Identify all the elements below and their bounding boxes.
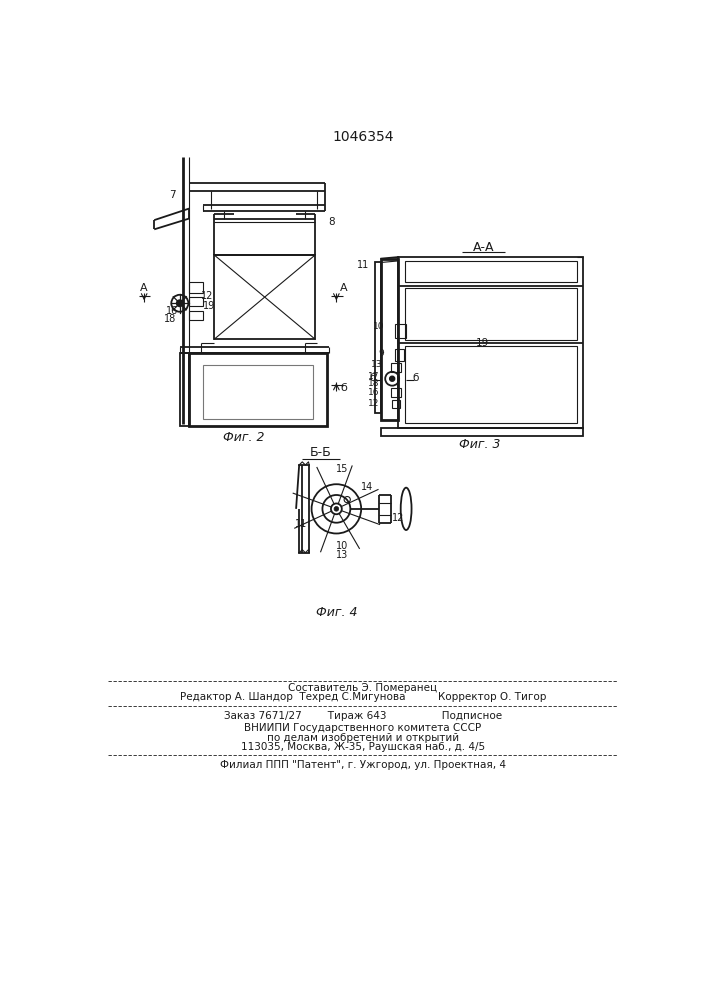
Text: 9: 9 xyxy=(379,349,385,358)
Circle shape xyxy=(390,376,395,381)
Bar xyxy=(392,400,400,408)
Text: 7: 7 xyxy=(169,190,175,200)
Bar xyxy=(381,428,583,436)
Bar xyxy=(203,365,313,419)
Text: 18: 18 xyxy=(163,314,176,324)
Text: 16: 16 xyxy=(368,388,380,397)
Text: Филиал ППП "Патент", г. Ужгород, ул. Проектная, 4: Филиал ППП "Патент", г. Ужгород, ул. Про… xyxy=(220,760,506,770)
Text: по делам изобретений и открытий: по делам изобретений и открытий xyxy=(267,733,459,743)
Text: 1046354: 1046354 xyxy=(332,130,394,144)
Bar xyxy=(395,349,404,361)
Text: 10: 10 xyxy=(337,541,349,551)
Text: Фиг. 4: Фиг. 4 xyxy=(315,606,357,619)
Text: А: А xyxy=(141,283,148,293)
Bar xyxy=(398,257,583,428)
Text: 18: 18 xyxy=(368,379,380,388)
Text: А-А: А-А xyxy=(473,241,494,254)
Bar xyxy=(189,311,203,320)
Bar xyxy=(189,353,327,426)
Text: 17: 17 xyxy=(368,372,380,381)
Text: 19: 19 xyxy=(203,301,216,311)
Text: 10: 10 xyxy=(373,322,385,331)
Bar xyxy=(214,255,315,339)
Text: 13: 13 xyxy=(371,360,383,369)
Text: 11: 11 xyxy=(295,519,307,529)
Bar xyxy=(189,282,203,293)
Text: Фиг. 3: Фиг. 3 xyxy=(459,438,501,451)
Text: Б-Б: Б-Б xyxy=(310,446,332,459)
Bar xyxy=(391,388,402,397)
Bar xyxy=(404,261,577,282)
Bar xyxy=(180,353,189,426)
Text: Редактор А. Шандор  Техред С.Мигунова          Корректор О. Тигор: Редактор А. Шандор Техред С.Мигунова Кор… xyxy=(180,692,546,702)
Text: 16: 16 xyxy=(166,306,178,316)
Text: б: б xyxy=(341,383,348,393)
Text: б: б xyxy=(412,373,419,383)
Text: 12: 12 xyxy=(368,399,380,408)
Circle shape xyxy=(334,507,339,511)
Text: 14: 14 xyxy=(361,482,373,492)
Text: ВНИИПИ Государственного комитета СССР: ВНИИПИ Государственного комитета СССР xyxy=(244,723,481,733)
Text: 19: 19 xyxy=(476,338,489,348)
Text: 15: 15 xyxy=(337,464,349,474)
Bar xyxy=(404,288,577,340)
Text: 11: 11 xyxy=(356,260,369,270)
Bar xyxy=(189,297,203,306)
Text: 8: 8 xyxy=(329,217,335,227)
Bar xyxy=(375,262,381,413)
Text: 12: 12 xyxy=(392,513,404,523)
Text: Составитель Э. Померанец: Составитель Э. Померанец xyxy=(288,683,438,693)
Circle shape xyxy=(177,300,183,306)
Text: 13: 13 xyxy=(337,550,349,560)
Text: 12: 12 xyxy=(201,291,213,301)
Text: 113035, Москва, Ж-35, Раушская наб., д. 4/5: 113035, Москва, Ж-35, Раушская наб., д. … xyxy=(240,742,485,752)
Text: А: А xyxy=(340,283,348,293)
Bar xyxy=(404,346,577,423)
Text: б: б xyxy=(370,373,376,383)
Text: Фиг. 2: Фиг. 2 xyxy=(223,431,264,444)
Bar xyxy=(391,363,402,372)
Bar xyxy=(395,324,406,338)
Text: Заказ 7671/27        Тираж 643                 Подписное: Заказ 7671/27 Тираж 643 Подписное xyxy=(223,711,502,721)
Bar xyxy=(381,259,398,420)
